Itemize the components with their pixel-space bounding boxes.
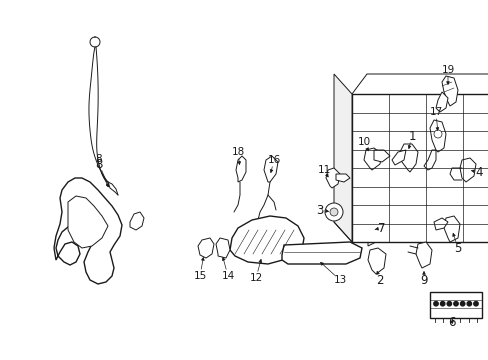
Polygon shape [333,74,351,242]
Circle shape [453,302,457,306]
Text: 9: 9 [419,274,427,287]
Text: 3: 3 [316,203,323,216]
Polygon shape [54,178,122,284]
Polygon shape [325,168,339,188]
Text: 13: 13 [333,275,346,285]
Bar [351,94,488,242]
Polygon shape [415,242,431,268]
Text: 18: 18 [231,147,244,157]
Polygon shape [443,216,459,242]
Text: 16: 16 [267,155,280,165]
Text: 10: 10 [357,137,370,147]
Text: 17: 17 [428,107,442,117]
Bar [429,292,481,318]
Circle shape [473,302,477,306]
Text: 12: 12 [249,273,262,283]
Circle shape [433,130,441,138]
Polygon shape [441,76,457,106]
Text: 2: 2 [375,274,383,287]
Circle shape [446,302,450,306]
Polygon shape [423,150,435,170]
Circle shape [325,203,342,221]
Polygon shape [373,150,389,162]
Polygon shape [130,212,143,230]
Polygon shape [399,144,417,172]
Polygon shape [68,196,108,248]
Polygon shape [435,92,447,112]
Polygon shape [335,174,349,182]
Polygon shape [391,150,405,165]
Polygon shape [363,148,381,170]
Polygon shape [433,218,447,230]
Circle shape [440,302,444,306]
Polygon shape [264,156,278,182]
Polygon shape [216,238,229,258]
Polygon shape [429,120,445,152]
Circle shape [460,302,464,306]
Text: 7: 7 [378,221,385,234]
Text: 5: 5 [453,242,461,255]
Text: 14: 14 [221,271,234,281]
Text: 8: 8 [96,154,102,164]
Polygon shape [236,156,245,182]
Polygon shape [361,218,379,246]
Text: 8: 8 [95,158,102,171]
Polygon shape [459,158,475,182]
Polygon shape [198,238,214,258]
Polygon shape [367,248,385,274]
Text: 19: 19 [441,65,454,75]
Text: 1: 1 [407,130,415,143]
Text: 4: 4 [474,166,482,179]
Circle shape [329,208,337,216]
Text: 6: 6 [447,315,455,328]
Text: 11: 11 [317,165,330,175]
Circle shape [466,302,470,306]
Polygon shape [229,216,304,264]
Circle shape [433,302,437,306]
Polygon shape [282,242,361,264]
Text: 15: 15 [193,271,206,281]
